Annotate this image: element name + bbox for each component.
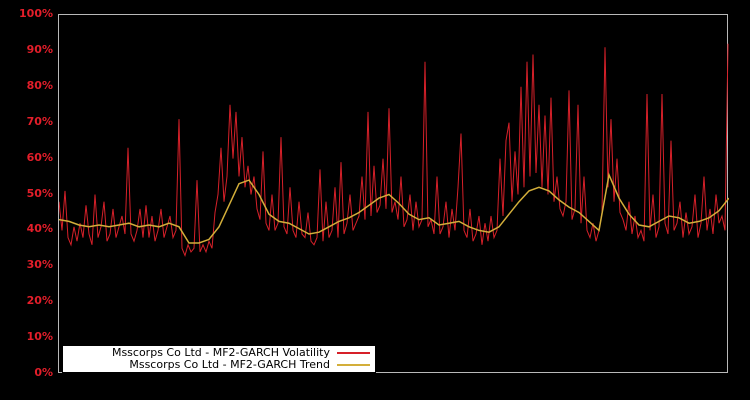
legend-label-trend: Msscorps Co Ltd - MF2-GARCH Trend (129, 358, 330, 371)
legend-row-volatility: Msscorps Co Ltd - MF2-GARCH Volatility (63, 347, 372, 359)
y-tick-label: 10% (26, 330, 53, 344)
y-tick-label: 90% (26, 42, 53, 56)
trend-series-line (59, 172, 729, 244)
y-tick-label: 60% (26, 150, 53, 164)
legend-label-volatility: Msscorps Co Ltd - MF2-GARCH Volatility (111, 346, 330, 359)
y-tick-label: 50% (26, 186, 53, 200)
trend-line-swatch-icon (337, 364, 370, 366)
plot-area: Msscorps Co Ltd - MF2-GARCH Volatility M… (58, 14, 729, 373)
legend-box: Msscorps Co Ltd - MF2-GARCH Volatility M… (62, 345, 376, 373)
y-tick-label: 0% (34, 366, 53, 379)
y-tick-label: 100% (19, 7, 53, 20)
y-tick-label: 70% (26, 114, 53, 128)
plot-svg (59, 43, 729, 258)
y-tick-label: 30% (26, 258, 53, 272)
y-tick-label: 80% (26, 78, 53, 92)
y-axis-labels: 0% 10% 20% 30% 40% 50% 60% 70% 80% 90% 100% (0, 0, 54, 400)
volatility-series-line (59, 43, 729, 258)
y-tick-label: 40% (26, 222, 53, 236)
y-tick-label: 20% (26, 294, 53, 308)
legend-row-trend: Msscorps Co Ltd - MF2-GARCH Trend (63, 359, 372, 371)
volatility-line-swatch-icon (337, 352, 370, 354)
